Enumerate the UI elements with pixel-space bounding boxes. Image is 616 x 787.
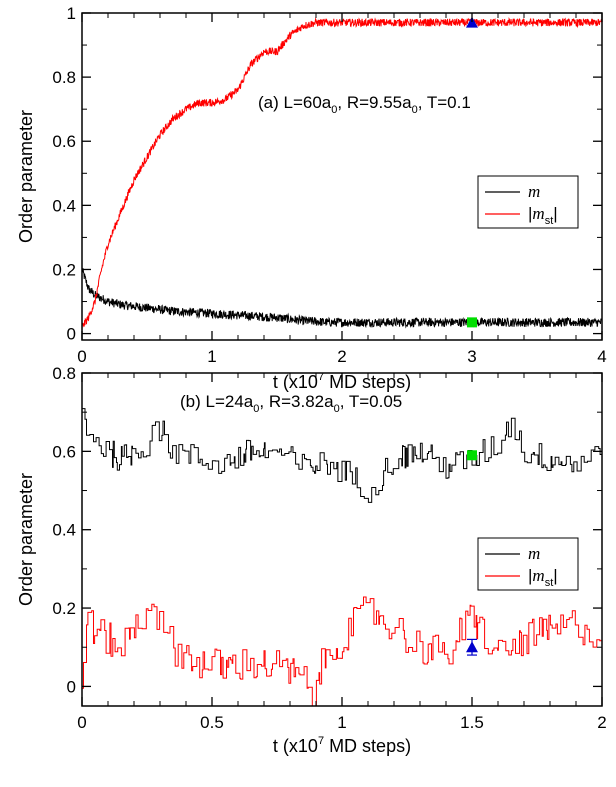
x-tick-label: 1: [207, 347, 216, 366]
x-axis-label: t (x107 MD steps): [273, 735, 411, 756]
triangle-marker: [466, 641, 478, 653]
x-tick-label: 1: [337, 713, 346, 732]
y-tick-label: 0.4: [52, 196, 76, 215]
y-axis-label: Order parameter: [16, 473, 36, 606]
x-tick-label: 0.5: [200, 713, 224, 732]
x-tick-label: 0: [77, 347, 86, 366]
y-tick-label: 0.6: [52, 132, 76, 151]
legend-label-m-st: |mst|: [528, 566, 558, 589]
panel-b: 0 0.5 1 1.5 2 0 0.2 0.4 0.6 0.8 t (x107 MD steps) O…: [16, 364, 607, 756]
panel-annotation: (a) L=60a0, R=9.55a0, T=0.1: [258, 93, 471, 116]
x-tick-label: 0: [77, 713, 86, 732]
series-line-m: [82, 268, 602, 329]
legend-label-m-st: |mst|: [528, 204, 558, 227]
legend-label-m: m: [528, 182, 540, 201]
y-tick-label: 1: [67, 4, 76, 23]
legend-label-m: m: [528, 544, 540, 563]
y-tick-label: 0.2: [52, 260, 76, 279]
series-line-m: [82, 408, 602, 503]
legend: m |mst|: [477, 175, 579, 229]
legend-box: [477, 175, 579, 229]
y-tick-label: 0: [67, 677, 76, 696]
legend: m |mst|: [477, 537, 579, 591]
series-line-m-st: [82, 596, 602, 706]
y-tick-label: 0.4: [52, 521, 76, 540]
y-tick-label: 0.6: [52, 442, 76, 461]
x-tick-label: 3: [467, 347, 476, 366]
y-tick-label: 0.8: [52, 364, 76, 383]
triangle-marker: [466, 16, 478, 28]
series-line-m-st: [82, 17, 602, 329]
y-axis-label: Order parameter: [16, 110, 36, 243]
x-axis-label: t (x107 MD steps): [273, 371, 411, 392]
y-tick-label: 0.8: [52, 68, 76, 87]
y-tick-label: 0.2: [52, 599, 76, 618]
square-marker: [467, 450, 477, 461]
legend-box: [477, 537, 579, 591]
x-tick-label: 2: [337, 347, 346, 366]
y-tick-label: 0: [67, 325, 76, 344]
x-tick-label: 2: [597, 713, 606, 732]
x-tick-label: 4: [597, 347, 606, 366]
panel-a: 0 1 2 3 4 0 0.2 0.4 0.6 0.8 1 t (x107 MD steps) Orde…: [16, 4, 607, 392]
panel-annotation: (b) L=24a0, R=3.82a0, T=0.05: [180, 392, 402, 415]
square-marker: [467, 317, 477, 328]
x-tick-label: 1.5: [460, 713, 484, 732]
